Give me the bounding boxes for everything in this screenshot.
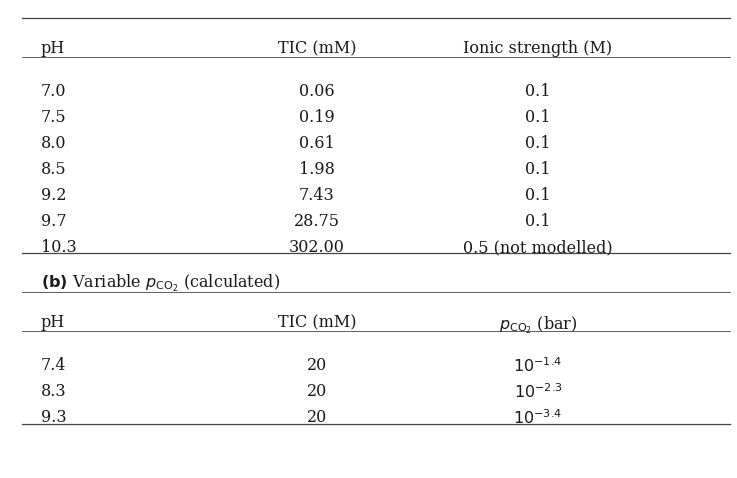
Text: 0.1: 0.1	[525, 161, 551, 178]
Text: $p_{\mathrm{CO_2}}$ (bar): $p_{\mathrm{CO_2}}$ (bar)	[499, 315, 577, 336]
Text: 20: 20	[307, 357, 327, 374]
Text: 1.98: 1.98	[299, 161, 335, 178]
Text: 0.19: 0.19	[299, 109, 335, 126]
Text: 20: 20	[307, 409, 327, 426]
Text: 0.1: 0.1	[525, 213, 551, 230]
Text: $10^{-3.4}$: $10^{-3.4}$	[514, 409, 562, 428]
Text: 0.61: 0.61	[299, 135, 335, 152]
Text: $10^{-1.4}$: $10^{-1.4}$	[514, 357, 562, 376]
Text: pH: pH	[41, 40, 65, 57]
Text: 7.4: 7.4	[41, 357, 66, 374]
Text: TIC (mM): TIC (mM)	[278, 315, 356, 331]
Text: 10.3: 10.3	[41, 239, 77, 256]
Text: $10^{-2.3}$: $10^{-2.3}$	[514, 383, 562, 402]
Text: 0.1: 0.1	[525, 135, 551, 152]
Text: 7.43: 7.43	[299, 187, 335, 204]
Text: 9.2: 9.2	[41, 187, 66, 204]
Text: $\mathbf{(b)}$ Variable $p_{\mathrm{CO_2}}$ (calculated): $\mathbf{(b)}$ Variable $p_{\mathrm{CO_2…	[41, 273, 279, 294]
Text: 8.0: 8.0	[41, 135, 66, 152]
Text: 28.75: 28.75	[294, 213, 340, 230]
Text: pH: pH	[41, 315, 65, 331]
Text: 7.5: 7.5	[41, 109, 66, 126]
Text: 20: 20	[307, 383, 327, 400]
Text: 8.3: 8.3	[41, 383, 66, 400]
Text: 9.7: 9.7	[41, 213, 66, 230]
Text: 302.00: 302.00	[289, 239, 345, 256]
Text: 7.0: 7.0	[41, 83, 66, 100]
Text: 9.3: 9.3	[41, 409, 66, 426]
Text: 8.5: 8.5	[41, 161, 66, 178]
Text: TIC (mM): TIC (mM)	[278, 40, 356, 57]
Text: 0.5 (not modelled): 0.5 (not modelled)	[463, 239, 613, 256]
Text: 0.1: 0.1	[525, 83, 551, 100]
Text: 0.06: 0.06	[299, 83, 335, 100]
Text: Ionic strength (M): Ionic strength (M)	[464, 40, 612, 57]
Text: 0.1: 0.1	[525, 187, 551, 204]
Text: 0.1: 0.1	[525, 109, 551, 126]
